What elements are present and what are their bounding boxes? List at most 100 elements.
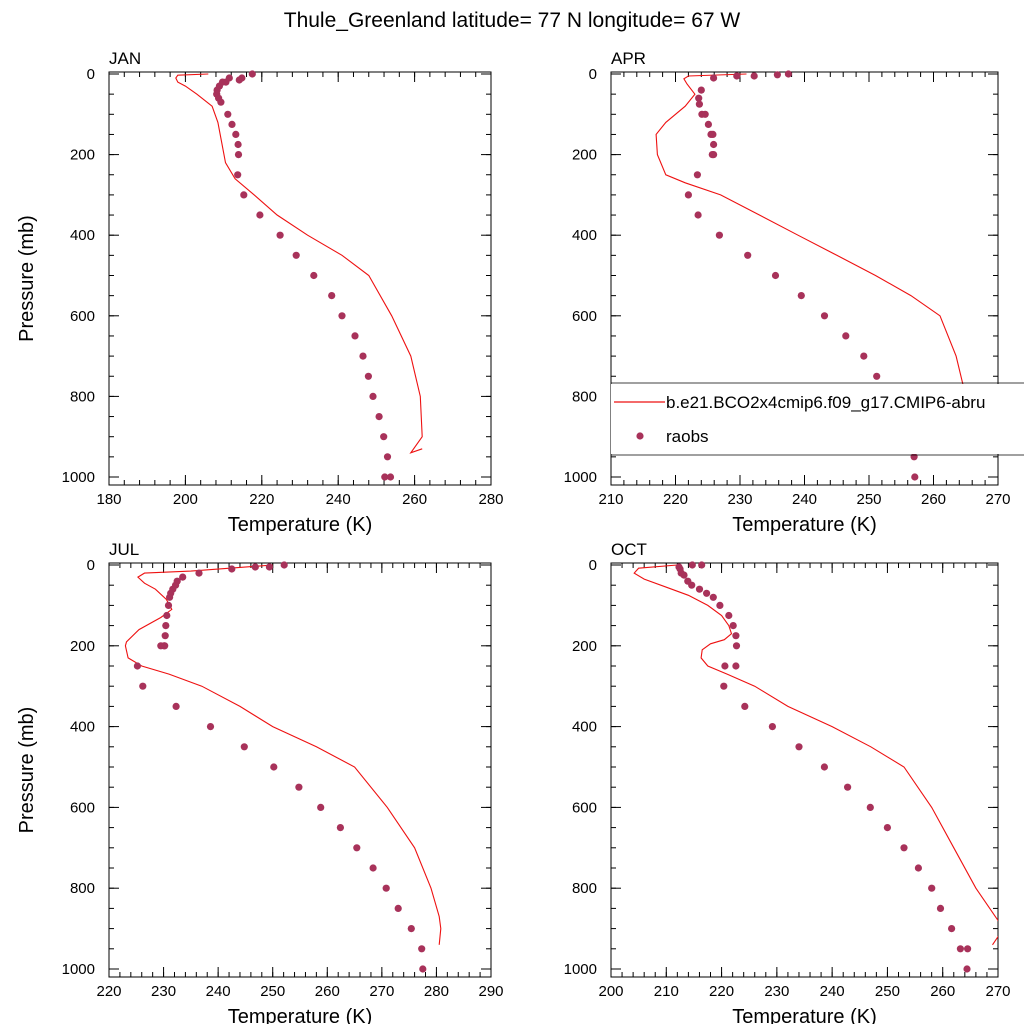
raobs-point bbox=[693, 171, 702, 179]
raobs-point bbox=[820, 312, 829, 320]
x-tick-label: 240 bbox=[820, 983, 845, 1000]
y-axis-title: Pressure (mb) bbox=[16, 215, 38, 342]
raobs-point bbox=[697, 86, 705, 94]
legend: b.e21.BCO2x4cmip6.f09_g17.CMIP6-abruraob… bbox=[611, 382, 1024, 456]
raobs-point bbox=[704, 120, 713, 128]
figure-title: Thule_Greenland latitude= 77 N longitude… bbox=[284, 9, 741, 32]
raobs-point bbox=[235, 76, 243, 84]
raobs-point bbox=[353, 844, 361, 852]
panel-label: APR bbox=[611, 49, 646, 68]
raobs-point bbox=[162, 622, 170, 630]
y-tick-label: 400 bbox=[70, 227, 95, 244]
x-tick-label: 270 bbox=[985, 983, 1010, 1000]
panel-jul: JUL 220 230 240 250 260 270 280 290 0 200 400 600 800… bbox=[16, 540, 504, 1024]
raobs-point bbox=[715, 231, 724, 239]
plot-frame bbox=[108, 71, 492, 486]
raobs-point bbox=[883, 824, 892, 832]
panel-label: JUL bbox=[109, 540, 139, 559]
x-tick-label: 220 bbox=[96, 983, 121, 1000]
panel-label: OCT bbox=[611, 540, 647, 559]
raobs-point bbox=[419, 965, 427, 973]
y-tick-label: 800 bbox=[572, 388, 597, 405]
raobs-point bbox=[729, 622, 737, 630]
raobs-point bbox=[234, 151, 243, 159]
x-tick-label: 200 bbox=[598, 983, 623, 1000]
raobs-point bbox=[369, 392, 377, 400]
panel-jan: JAN 180 200 220 240 260 280 0 200 400 600 800 1000 Te… bbox=[16, 49, 504, 536]
raobs-point bbox=[784, 70, 793, 78]
raobs-point bbox=[228, 565, 236, 573]
plot-frame bbox=[108, 562, 492, 978]
raobs-point bbox=[688, 581, 696, 589]
raobs-point bbox=[164, 601, 173, 610]
raobs-point bbox=[157, 642, 165, 650]
raobs-point bbox=[418, 945, 426, 953]
raobs-point bbox=[248, 70, 256, 78]
x-tick-label: 250 bbox=[856, 491, 881, 508]
y-tick-label: 400 bbox=[70, 719, 95, 736]
raobs-point bbox=[842, 332, 850, 340]
raobs-point bbox=[292, 251, 300, 259]
raobs-point bbox=[161, 632, 169, 640]
x-tick-label: 230 bbox=[764, 983, 789, 1000]
y-tick-label: 800 bbox=[70, 388, 95, 405]
raobs-point bbox=[179, 573, 187, 581]
raobs-point bbox=[234, 171, 242, 179]
raobs-point bbox=[240, 743, 248, 751]
raobs-point bbox=[394, 904, 402, 913]
raobs-point bbox=[380, 433, 388, 441]
raobs-point bbox=[844, 783, 852, 791]
raobs-point bbox=[956, 945, 965, 953]
raobs-point bbox=[206, 723, 215, 731]
raobs-point bbox=[721, 662, 729, 670]
raobs-point bbox=[133, 662, 141, 670]
x-axis-title: Temperature (K) bbox=[732, 1006, 877, 1024]
x-tick-label: 200 bbox=[173, 491, 198, 508]
raobs-point bbox=[741, 702, 749, 711]
model-profile-line bbox=[655, 73, 969, 454]
raobs-point bbox=[695, 94, 703, 102]
raobs-point bbox=[328, 292, 336, 300]
y-tick-label: 0 bbox=[589, 557, 597, 574]
raobs-point bbox=[732, 662, 740, 670]
x-tick-label: 260 bbox=[930, 983, 955, 1000]
raobs-point bbox=[733, 72, 741, 80]
raobs-point bbox=[265, 563, 273, 571]
raobs-point bbox=[768, 723, 777, 731]
x-axis-title: Temperature (K) bbox=[228, 1006, 373, 1024]
y-tick-label: 0 bbox=[87, 557, 95, 574]
raobs-point bbox=[280, 561, 288, 569]
raobs-point bbox=[228, 120, 236, 128]
raobs-point bbox=[936, 904, 945, 913]
raobs-point bbox=[708, 151, 716, 159]
raobs-point bbox=[703, 589, 711, 597]
raobs-point bbox=[910, 453, 918, 461]
raobs-point bbox=[914, 864, 923, 872]
raobs-point bbox=[166, 593, 174, 601]
raobs-point bbox=[701, 110, 709, 118]
raobs-point bbox=[375, 413, 383, 421]
raobs-point bbox=[797, 292, 805, 300]
raobs-point bbox=[710, 140, 718, 149]
raobs-point bbox=[750, 72, 758, 80]
x-axis-title: Temperature (K) bbox=[732, 514, 877, 536]
y-tick-label: 400 bbox=[572, 719, 597, 736]
raobs-point bbox=[680, 571, 688, 579]
raobs-point bbox=[928, 884, 936, 892]
x-tick-label: 220 bbox=[249, 491, 274, 508]
panel-label: JAN bbox=[109, 49, 141, 68]
raobs-point bbox=[684, 191, 693, 199]
raobs-point bbox=[694, 211, 702, 219]
raobs-point bbox=[369, 864, 377, 872]
raobs-point bbox=[710, 74, 718, 82]
x-tick-label: 270 bbox=[369, 983, 394, 1000]
raobs-point bbox=[276, 231, 284, 239]
raobs-point bbox=[382, 884, 390, 892]
y-tick-label: 600 bbox=[70, 308, 95, 325]
y-tick-label: 800 bbox=[70, 880, 95, 897]
raobs-point bbox=[911, 473, 919, 481]
y-tick-label: 200 bbox=[572, 638, 597, 655]
y-tick-label: 0 bbox=[589, 66, 597, 83]
y-tick-label: 200 bbox=[70, 638, 95, 655]
raobs-point bbox=[695, 100, 704, 108]
